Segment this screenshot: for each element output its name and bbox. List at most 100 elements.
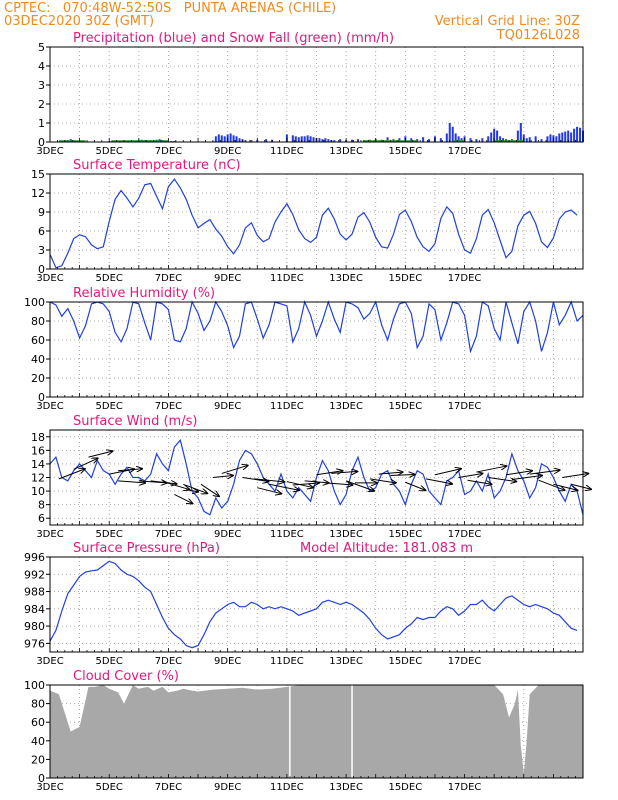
wind-arrow xyxy=(58,469,85,480)
precip-bar xyxy=(229,133,232,142)
precip-bar xyxy=(386,137,389,142)
y-tick-label: 1 xyxy=(38,117,45,130)
wind-arrow xyxy=(186,490,198,492)
precip-bar xyxy=(356,139,359,142)
wind-arrow xyxy=(562,474,588,478)
precip-bar xyxy=(576,126,579,142)
y-tick-label: 5 xyxy=(38,41,45,54)
y-tick-label: 0 xyxy=(38,136,45,149)
wind-arrow xyxy=(571,483,591,489)
wind-arrow xyxy=(254,479,284,482)
y-tick-label: 60 xyxy=(31,334,45,347)
y-tick-label: 6 xyxy=(38,225,45,238)
y-tick-label: 40 xyxy=(31,353,45,366)
x-tick-label: 17DEC xyxy=(448,656,482,667)
y-tick-label: 996 xyxy=(24,551,45,564)
wind-arrow xyxy=(174,494,192,503)
x-tick-label: 11DEC xyxy=(270,529,304,540)
precip-bar xyxy=(220,135,223,142)
y-tick-label: 988 xyxy=(24,586,45,599)
x-tick-label: 9DEC xyxy=(214,782,241,793)
precip-bar xyxy=(481,138,484,142)
precip-bar xyxy=(579,127,582,142)
precip-bar xyxy=(540,139,543,142)
panel-2: 0 20 40 60 80 100 3DEC 5DEC 7DEC 9DEC 11DEC 13DEC 15… xyxy=(24,286,584,412)
y-tick-label: 20 xyxy=(31,753,45,766)
y-tick-label: 9 xyxy=(38,206,45,219)
precip-bar xyxy=(339,139,342,142)
wind-arrow xyxy=(304,481,329,483)
panel-title: Precipitation (blue) and Snow Fall (gree… xyxy=(73,31,394,46)
x-tick-label: 13DEC xyxy=(329,146,363,157)
precip-bar xyxy=(460,138,463,142)
panel-1: 0 3 6 9 12 15 3DEC 5DEC 7DEC 9DEC 11DEC 13DEC 15DEC 1… xyxy=(31,158,584,284)
y-tick-label: 60 xyxy=(31,716,45,729)
precip-bar xyxy=(422,137,425,142)
precip-bar xyxy=(475,139,478,142)
wind-arrow xyxy=(73,458,98,470)
y-tick-label: 10 xyxy=(31,485,45,498)
wind-arrow xyxy=(316,471,343,476)
x-tick-label: 11DEC xyxy=(270,401,304,412)
precip-bar xyxy=(238,138,241,142)
precip-bar xyxy=(493,128,496,142)
precip-bar xyxy=(300,136,303,142)
panel-5: 0 20 40 60 80 100 3DEC 5DEC 7DEC 9DEC 11DEC 13DEC 15… xyxy=(24,669,584,793)
x-tick-label: 9DEC xyxy=(214,273,241,284)
panel-0: 0 1 2 3 4 5 3DEC 5DEC 7DEC 9DEC 11DEC 13DEC 15DEC 17D… xyxy=(36,31,584,157)
precip-bar xyxy=(451,126,454,142)
precip-bar xyxy=(469,138,472,142)
precip-bar xyxy=(502,138,505,142)
x-tick-label: 7DEC xyxy=(155,401,182,412)
panel-title: Surface Pressure (hPa) xyxy=(73,541,220,556)
x-tick-label: 3DEC xyxy=(36,656,63,667)
wind-arrow xyxy=(458,474,483,478)
precip-bar xyxy=(398,138,401,142)
series-line xyxy=(49,300,584,354)
precip-bar xyxy=(564,131,567,142)
x-tick-label: 3DEC xyxy=(36,146,63,157)
x-tick-label: 15DEC xyxy=(388,782,422,793)
y-tick-label: 15 xyxy=(31,168,45,181)
wind-arrow xyxy=(476,466,506,473)
wind-arrow xyxy=(162,481,190,490)
x-tick-label: 15DEC xyxy=(388,656,422,667)
wind-arrow xyxy=(529,470,560,475)
panel-4: 976 980 984 988 992 996 3DEC 5DEC 7DEC 9DEC 11DEC 1… xyxy=(24,541,584,667)
precip-bar xyxy=(549,134,552,142)
precip-bar xyxy=(561,132,564,142)
precip-bar xyxy=(214,136,217,142)
y-tick-label: 0 xyxy=(38,772,45,785)
x-tick-label: 13DEC xyxy=(329,529,363,540)
panel-title: Surface Temperature (nC) xyxy=(73,158,241,173)
precip-bar xyxy=(558,133,561,142)
y-tick-label: 16 xyxy=(31,444,45,457)
y-tick-label: 0 xyxy=(38,391,45,404)
precip-bar xyxy=(534,136,537,142)
precip-bar xyxy=(519,123,522,142)
x-tick-label: 5DEC xyxy=(96,529,123,540)
precip-bar xyxy=(306,135,309,142)
precip-bar xyxy=(516,130,519,142)
y-tick-label: 18 xyxy=(31,431,45,444)
y-tick-label: 3 xyxy=(38,79,45,92)
x-tick-label: 7DEC xyxy=(155,529,182,540)
precip-bar xyxy=(410,138,413,142)
precip-bar xyxy=(324,138,327,142)
series-line xyxy=(49,178,578,269)
x-tick-label: 9DEC xyxy=(214,529,241,540)
y-tick-label: 100 xyxy=(24,296,45,309)
panel-title: Cloud Cover (%) xyxy=(73,669,179,684)
y-tick-label: 12 xyxy=(31,472,45,485)
y-tick-label: 80 xyxy=(31,698,45,711)
run-date: 03DEC2020 30Z (GMT) xyxy=(4,14,155,29)
x-tick-label: 17DEC xyxy=(448,529,482,540)
series-line xyxy=(49,560,578,649)
x-tick-label: 17DEC xyxy=(448,273,482,284)
precip-bar xyxy=(555,136,558,142)
wind-arrow xyxy=(405,481,425,490)
wind-arrow xyxy=(467,479,492,484)
x-tick-label: 11DEC xyxy=(270,273,304,284)
wind-arrow xyxy=(538,479,565,490)
